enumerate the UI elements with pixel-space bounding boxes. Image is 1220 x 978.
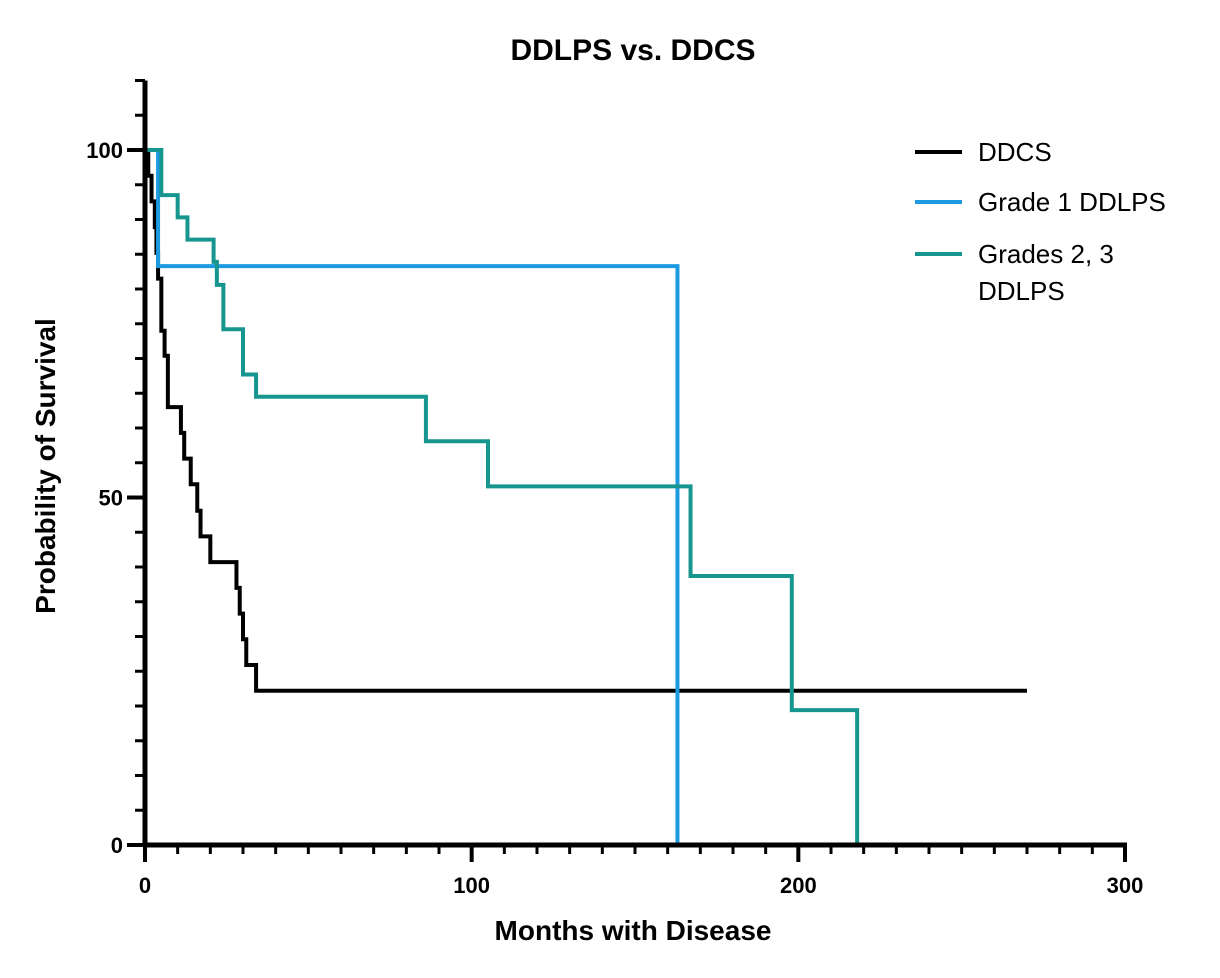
legend-label-2: Grades 2, 3 DDLPS <box>978 239 1114 306</box>
x-tick-label: 100 <box>453 873 490 898</box>
x-axis-label: Months with Disease <box>495 915 772 946</box>
series-line-1 <box>145 148 680 845</box>
y-tick-label: 100 <box>86 138 123 163</box>
series-line-2 <box>145 148 860 845</box>
y-axis-label: Probability of Survival <box>30 318 61 614</box>
legend-label-0: DDCS <box>978 137 1052 167</box>
chart-title: DDLPS vs. DDCS <box>510 34 755 67</box>
legend: DDCS Grade 1 DDLPS Grades 2, 3 DDLPS <box>915 137 1166 306</box>
legend-label-1: Grade 1 DDLPS <box>978 187 1166 217</box>
series-layer <box>145 148 1027 845</box>
x-tick-label: 200 <box>780 873 817 898</box>
x-tick-label: 0 <box>139 873 151 898</box>
y-tick-label: 50 <box>99 486 123 511</box>
axes-layer: 0 100 200 300 0 50 100 <box>86 79 1144 898</box>
y-tick-label: 0 <box>111 833 123 858</box>
series-line-0 <box>145 148 1027 693</box>
x-tick-label: 300 <box>1107 873 1144 898</box>
